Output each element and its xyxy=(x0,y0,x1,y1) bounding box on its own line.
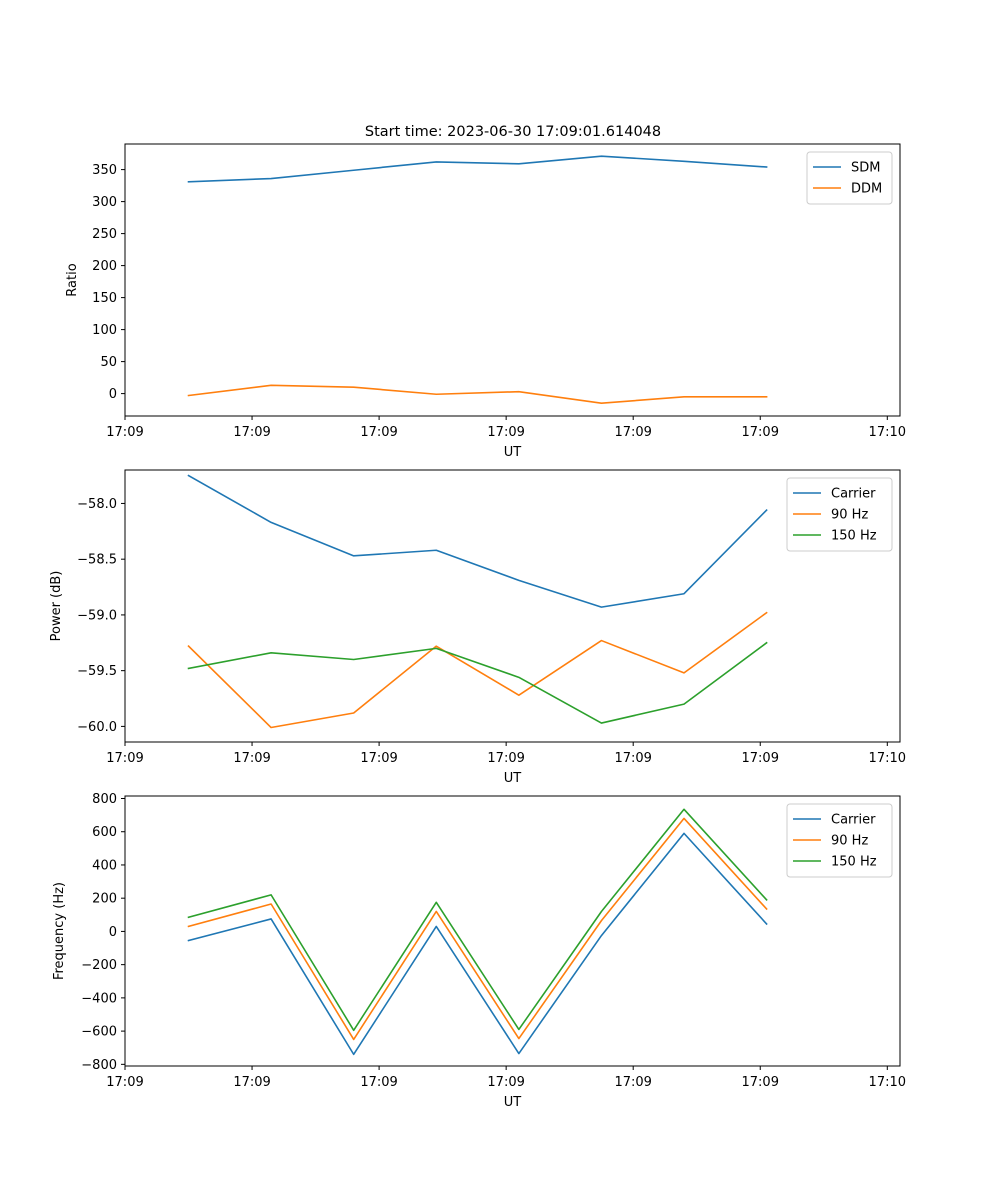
chart-3-y-tick-label: −400 xyxy=(81,991,117,1006)
chart-2-x-tick-label: 17:09 xyxy=(233,751,270,766)
chart-1: 17:09 17:09 17:09 17:09 17:09 17:09 17:10 0 50 10… xyxy=(65,143,906,460)
chart-1-y-tick-label: 0 xyxy=(109,387,117,402)
chart-1-y-tick-label: 250 xyxy=(92,227,117,242)
chart-1-x-tick-label: 17:10 xyxy=(869,425,906,440)
figure-title: Start time: 2023-06-30 17:09:01.614048 xyxy=(365,124,661,140)
panels: 17:09 17:09 17:09 17:09 17:09 17:09 17:10 0 50 10… xyxy=(49,143,906,1110)
chart-1-x-tick-label: 17:09 xyxy=(360,425,397,440)
chart-2-legend: Carrier 90 Hz 150 Hz xyxy=(786,477,893,552)
chart-2-axes-frame xyxy=(124,469,901,743)
chart-3-x-axis-label: UT xyxy=(504,1095,522,1110)
chart-1-x-tick-label: 17:09 xyxy=(742,425,779,440)
chart-3-y-tick-label: −600 xyxy=(81,1025,117,1040)
chart-3-y-tick-label: 600 xyxy=(92,825,117,840)
chart-2-x-axis-label: UT xyxy=(504,771,522,786)
chart-1-legend-box xyxy=(806,151,893,205)
chart-1-series-line-2 xyxy=(187,384,768,405)
chart-3-legend-label-3: 150 Hz xyxy=(831,855,877,870)
chart-3-legend: Carrier 90 Hz 150 Hz xyxy=(786,803,893,878)
chart-3-series-line-1 xyxy=(187,832,768,1056)
chart-1-legend-label-1: SDM xyxy=(851,161,880,176)
chart-2-x-tick-label: 17:10 xyxy=(869,751,906,766)
chart-2-y-tick-label: −59.5 xyxy=(77,664,117,679)
chart-1-y-tick-label: 150 xyxy=(92,291,117,306)
chart-2-series-line-1 xyxy=(187,474,768,608)
chart-2-x-tick-label: 17:09 xyxy=(614,751,651,766)
chart-1-y-tick-label: 50 xyxy=(100,355,117,370)
chart-3-y-tick-label: 800 xyxy=(92,792,117,807)
chart-3-y-tick-label: 400 xyxy=(92,858,117,873)
chart-3: 17:09 17:09 17:09 17:09 17:09 17:09 17:10 −800 −… xyxy=(52,792,906,1110)
chart-2-x-tick-label: 17:09 xyxy=(360,751,397,766)
chart-3-series-line-3 xyxy=(187,808,768,1032)
chart-1-y-tick-label: 350 xyxy=(92,163,117,178)
chart-3-y-axis-label: Frequency (Hz) xyxy=(52,882,67,980)
chart-3-x-tick-label: 17:09 xyxy=(742,1075,779,1090)
chart-2-series-line-2 xyxy=(187,611,768,729)
chart-1-x-tick-label: 17:09 xyxy=(233,425,270,440)
chart-1-y-tick-label: 100 xyxy=(92,323,117,338)
chart-2: 17:09 17:09 17:09 17:09 17:09 17:09 17:10 −60.0… xyxy=(49,469,906,786)
chart-1-x-tick-label: 17:09 xyxy=(614,425,651,440)
chart-2-series-line-3 xyxy=(187,641,768,724)
chart-3-y-tick-label: 200 xyxy=(92,892,117,907)
chart-3-y-tick-label: −200 xyxy=(81,958,117,973)
chart-3-series-line-2 xyxy=(187,817,768,1041)
chart-3-x-tick-label: 17:09 xyxy=(233,1075,270,1090)
chart-1-legend-label-2: DDM xyxy=(851,182,882,197)
chart-3-legend-box xyxy=(786,803,893,878)
chart-1-y-axis-label: Ratio xyxy=(65,263,80,296)
chart-3-x-tick-label: 17:09 xyxy=(487,1075,524,1090)
chart-3-x-tick-label: 17:09 xyxy=(360,1075,397,1090)
chart-1-legend: SDM DDM xyxy=(806,151,893,205)
chart-1-x-axis-label: UT xyxy=(504,445,522,460)
chart-2-y-tick-label: −58.0 xyxy=(77,497,117,512)
chart-3-y-tick-label: 0 xyxy=(109,925,117,940)
chart-2-legend-label-3: 150 Hz xyxy=(831,529,877,544)
chart-1-x-tick-label: 17:09 xyxy=(487,425,524,440)
chart-3-legend-label-1: Carrier xyxy=(831,813,876,828)
chart-2-legend-label-1: Carrier xyxy=(831,487,876,502)
chart-2-y-tick-label: −60.0 xyxy=(77,720,117,735)
chart-2-y-tick-label: −59.0 xyxy=(77,608,117,623)
chart-1-y-tick-label: 300 xyxy=(92,195,117,210)
chart-2-legend-label-2: 90 Hz xyxy=(831,508,868,523)
chart-2-x-tick-label: 17:09 xyxy=(106,751,143,766)
chart-2-x-tick-label: 17:09 xyxy=(742,751,779,766)
chart-3-legend-label-2: 90 Hz xyxy=(831,834,868,849)
chart-3-y-tick-label: −800 xyxy=(81,1058,117,1073)
chart-2-legend-box xyxy=(786,477,893,552)
chart-3-x-tick-label: 17:09 xyxy=(106,1075,143,1090)
chart-2-x-tick-label: 17:09 xyxy=(487,751,524,766)
chart-1-y-tick-label: 200 xyxy=(92,259,117,274)
chart-1-axes-frame xyxy=(124,143,901,417)
chart-1-series-line-1 xyxy=(187,155,768,183)
chart-1-x-tick-label: 17:09 xyxy=(106,425,143,440)
chart-3-x-tick-label: 17:09 xyxy=(614,1075,651,1090)
chart-2-y-axis-label: Power (dB) xyxy=(49,571,64,642)
chart-3-x-tick-label: 17:10 xyxy=(869,1075,906,1090)
chart-2-y-tick-label: −58.5 xyxy=(77,553,117,568)
